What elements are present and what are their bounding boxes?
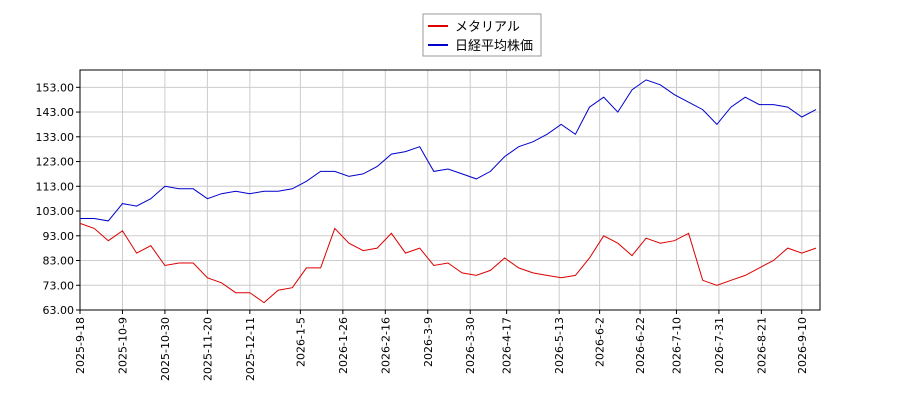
x-tick-label: 2026-3-9 [422,317,435,367]
x-tick-label: 2026-1-5 [294,317,307,367]
y-tick-label: 123.00 [36,156,75,169]
x-tick-label: 2026-5-13 [553,317,566,374]
y-tick-label: 63.00 [43,304,75,317]
x-tick-label: 2026-8-21 [755,317,768,374]
legend-label: メタリアル [455,20,520,35]
y-tick-label: 143.00 [36,106,75,119]
x-tick-label: 2026-6-2 [594,317,607,367]
x-tick-label: 2025-9-18 [74,317,87,374]
y-tick-label: 153.00 [36,81,75,94]
x-tick-label: 2026-1-26 [337,317,350,374]
y-tick-label: 133.00 [36,131,75,144]
x-tick-label: 2026-6-22 [634,317,647,374]
x-tick-label: 2025-11-20 [201,317,214,381]
x-tick-label: 2026-7-31 [713,317,726,374]
x-tick-label: 2026-2-16 [379,317,392,374]
x-tick-label: 2026-3-30 [464,317,477,374]
y-tick-label: 73.00 [43,279,75,292]
legend-box [422,13,542,57]
plot-frame [79,69,821,311]
y-tick-label: 103.00 [36,205,75,218]
x-tick-label: 2025-12-11 [244,317,257,381]
legend-label: 日経平均株価 [455,39,533,54]
x-tick-label: 2025-10-30 [159,317,172,381]
x-tick-label: 2026-7-10 [670,317,683,374]
y-tick-label: 83.00 [43,255,75,268]
x-tick-label: 2026-4-17 [501,317,514,374]
x-tick-label: 2026-9-10 [796,317,809,374]
line [79,222,817,304]
y-tick-label: 93.00 [43,230,75,243]
line [80,79,817,222]
x-tick-label: 2025-10-9 [116,317,129,374]
y-tick-label: 113.00 [36,180,75,193]
plot-area [80,70,820,310]
